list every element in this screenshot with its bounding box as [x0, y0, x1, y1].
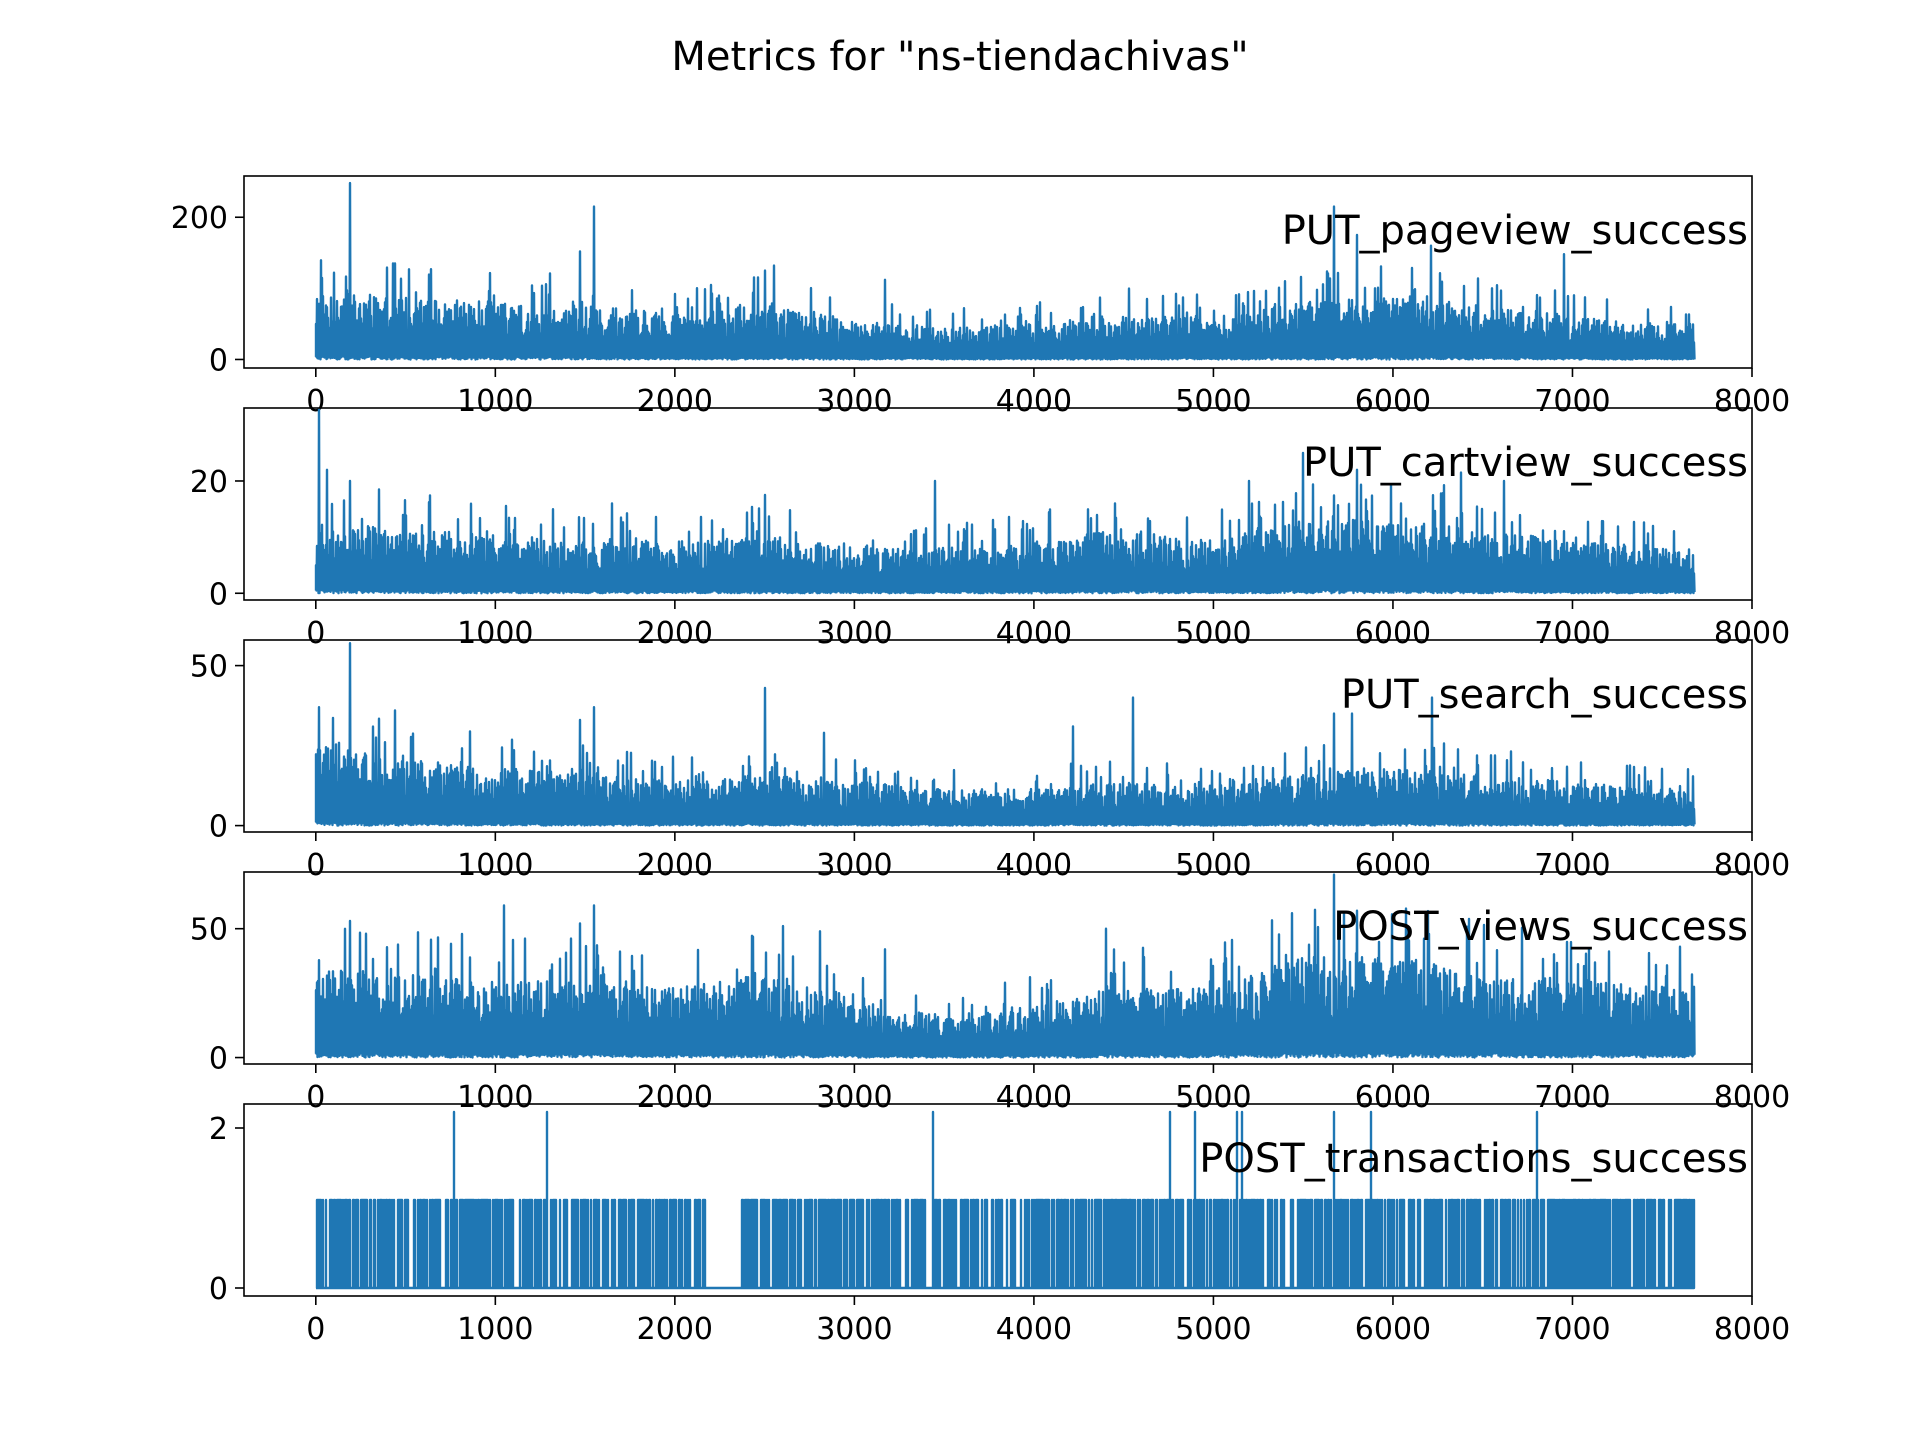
x-tick-label: 6000 — [1355, 1312, 1431, 1347]
axes-frame — [243, 1103, 1753, 1297]
x-tick-label: 4000 — [996, 1080, 1072, 1115]
x-tick-label: 3000 — [816, 848, 892, 883]
x-tick-label: 5000 — [1175, 1312, 1251, 1347]
x-tick-label: 4000 — [996, 616, 1072, 651]
y-tick-label: 0 — [209, 810, 228, 845]
x-tick-label: 7000 — [1534, 848, 1610, 883]
x-tick-label: 5000 — [1175, 1080, 1251, 1115]
x-tick-label: 3000 — [816, 384, 892, 419]
x-tick-label: 7000 — [1534, 616, 1610, 651]
y-tick-label: 0 — [209, 577, 228, 612]
y-tick-label: 50 — [190, 650, 228, 685]
x-tick-label: 1000 — [457, 1312, 533, 1347]
x-tick-label: 2000 — [637, 848, 713, 883]
x-tick-label: 2000 — [637, 1312, 713, 1347]
x-tick-label: 4000 — [996, 848, 1072, 883]
series-line — [314, 873, 1696, 1059]
x-tick-label: 0 — [306, 1080, 325, 1115]
panel-title: PUT_pageview_success — [1282, 208, 1748, 254]
y-tick-label: 50 — [190, 913, 228, 948]
y-tick-label: 2 — [209, 1112, 228, 1147]
series-line — [314, 181, 1696, 361]
x-tick-label: 2000 — [637, 384, 713, 419]
x-tick-label: 6000 — [1355, 384, 1431, 419]
x-tick-label: 3000 — [816, 1312, 892, 1347]
x-tick-label: 7000 — [1534, 1312, 1610, 1347]
panel-3: 0 1000 2000 3000 4000 5000 6000 7000 8000050PUT_… — [190, 639, 1790, 883]
axes-frame — [243, 639, 1753, 833]
x-tick-label: 1000 — [457, 848, 533, 883]
x-tick-label: 1000 — [457, 384, 533, 419]
y-tick-label: 0 — [209, 1272, 228, 1307]
series-line — [314, 408, 1696, 595]
series-line — [314, 642, 1696, 827]
x-tick-label: 0 — [306, 384, 325, 419]
y-tick-label: 0 — [209, 1042, 228, 1077]
x-tick-label: 3000 — [816, 616, 892, 651]
panel-title: PUT_cartview_success — [1303, 440, 1748, 486]
x-tick-label: 8000 — [1714, 1312, 1790, 1347]
figure-title: Metrics for "ns-tiendachivas" — [671, 34, 1248, 80]
x-tick-label: 1000 — [457, 616, 533, 651]
x-tick-label: 1000 — [457, 1080, 533, 1115]
panel-title: PUT_search_success — [1341, 672, 1748, 718]
panel-title: POST_views_success — [1333, 904, 1748, 950]
x-tick-label: 3000 — [816, 1080, 892, 1115]
axes-frame — [243, 871, 1753, 1065]
x-tick-label: 4000 — [996, 1312, 1072, 1347]
y-tick-label: 20 — [190, 465, 228, 500]
y-tick-label: 0 — [209, 343, 228, 378]
x-tick-label: 0 — [306, 1312, 325, 1347]
x-tick-label: 4000 — [996, 384, 1072, 419]
x-tick-label: 5000 — [1175, 848, 1251, 883]
axes-frame — [243, 407, 1753, 601]
axes-frame — [243, 175, 1753, 369]
panel-5: 0 1000 2000 3000 4000 5000 6000 7000 8000 0 2 POST_… — [209, 1103, 1790, 1347]
series-line — [315, 1110, 1696, 1290]
x-tick-label: 5000 — [1175, 616, 1251, 651]
x-tick-label: 0 — [306, 848, 325, 883]
x-tick-label: 7000 — [1534, 384, 1610, 419]
x-tick-label: 6000 — [1355, 1080, 1431, 1115]
x-tick-label: 6000 — [1355, 616, 1431, 651]
x-tick-label: 2000 — [637, 616, 713, 651]
panel-title: POST_transactions_success — [1199, 1136, 1748, 1182]
x-tick-label: 2000 — [637, 1080, 713, 1115]
x-tick-label: 0 — [306, 616, 325, 651]
x-tick-label: 5000 — [1175, 384, 1251, 419]
x-tick-label: 7000 — [1534, 1080, 1610, 1115]
y-tick-label: 200 — [171, 201, 228, 236]
x-tick-label: 6000 — [1355, 848, 1431, 883]
